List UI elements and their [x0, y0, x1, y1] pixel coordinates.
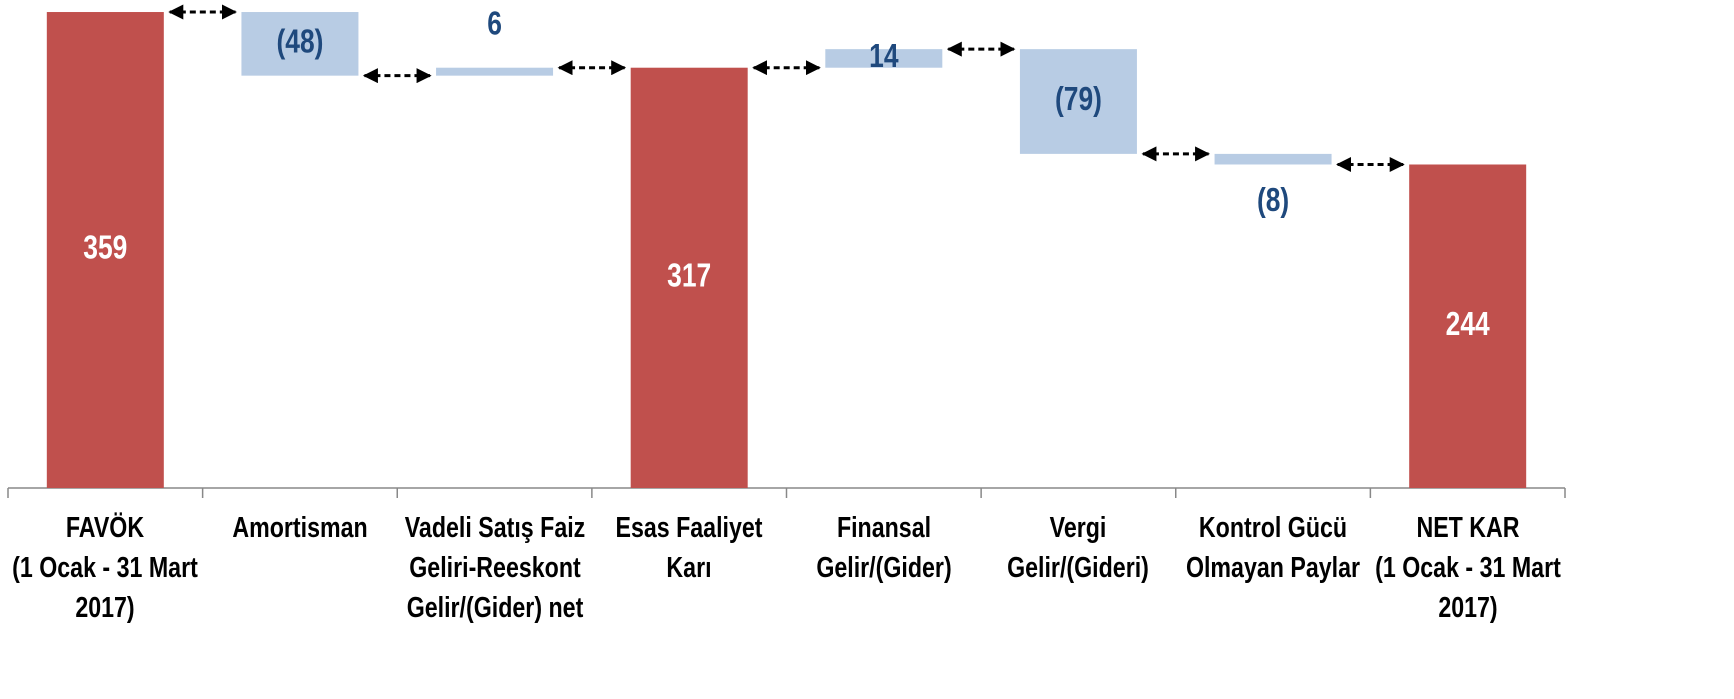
value-label: 359	[83, 230, 127, 266]
x-tick-label: FAVÖK (1 Ocak - 31 Mart 2017)	[12, 512, 199, 624]
x-tick-label: Kontrol Gücü Olmayan Paylar	[1186, 512, 1361, 584]
bar	[825, 49, 943, 68]
bar	[436, 67, 554, 76]
x-tick-label: Amortisman	[232, 512, 368, 544]
value-label: 14	[869, 38, 899, 74]
value-label: 244	[1446, 306, 1490, 342]
value-label: (8)	[1257, 182, 1289, 218]
bar	[630, 67, 748, 489]
bar	[241, 12, 359, 76]
x-tick-label: Vadeli Satış Faiz Geliri-Reeskont Gelir/…	[404, 512, 585, 624]
value-label: (48)	[276, 24, 323, 60]
value-label: (79)	[1055, 82, 1102, 118]
bar	[46, 12, 164, 489]
value-label: 317	[667, 258, 711, 294]
x-tick-label: Esas Faaliyet Karı	[615, 512, 763, 584]
x-tick-label: Finansal Gelir/(Gider)	[816, 512, 952, 584]
bar	[1019, 49, 1137, 154]
x-tick-label: NET KAR (1 Ocak - 31 Mart 2017)	[1374, 512, 1561, 624]
bar	[1409, 164, 1527, 488]
x-tick-label: Vergi Gelir/(Gideri)	[1007, 512, 1150, 584]
value-label: 6	[487, 6, 502, 42]
bar	[1214, 153, 1332, 165]
